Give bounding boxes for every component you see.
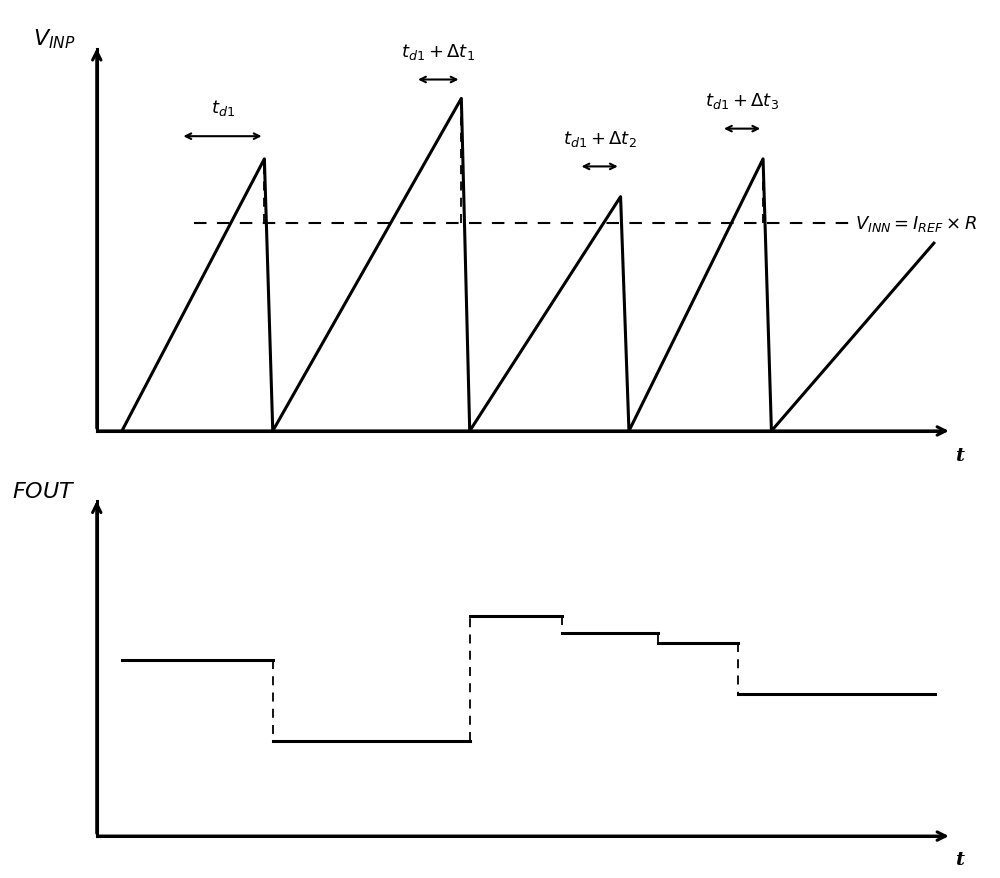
Text: t: t [956,850,964,867]
Text: $FOUT$: $FOUT$ [12,480,76,503]
Text: $t_{d1}+\Delta t_3$: $t_{d1}+\Delta t_3$ [705,90,779,111]
Text: $t_{d1}+\Delta t_2$: $t_{d1}+\Delta t_2$ [563,128,637,148]
Text: t: t [956,447,964,464]
Text: $t_{d1}$: $t_{d1}$ [211,98,234,119]
Text: $V_{INN}=I_{REF}\times R$: $V_{INN}=I_{REF}\times R$ [855,214,977,234]
Text: $V_{INP}$: $V_{INP}$ [33,27,76,51]
Text: $t_{d1}+\Delta t_1$: $t_{d1}+\Delta t_1$ [401,41,475,61]
